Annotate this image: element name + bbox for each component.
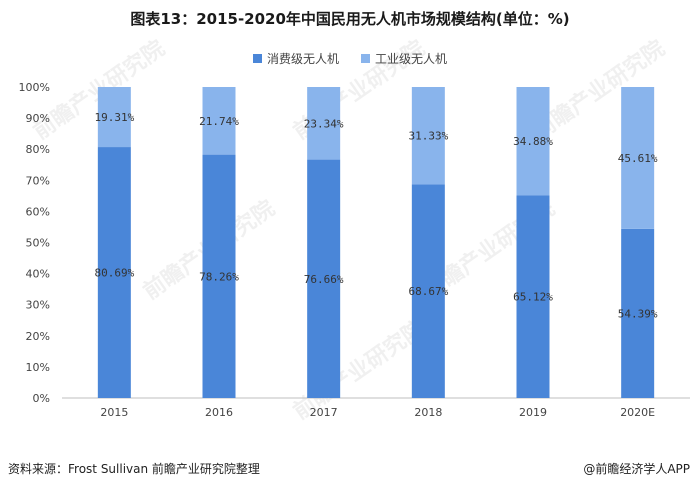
bar-consumer (97, 147, 131, 398)
legend-label-industrial: 工业级无人机 (375, 52, 448, 66)
x-tick-label: 2020E (620, 406, 655, 419)
data-label-consumer: 65.12% (513, 291, 553, 304)
data-label-industrial: 34.88% (513, 135, 553, 148)
y-tick-label: 20% (26, 330, 50, 343)
data-label-consumer: 78.26% (199, 270, 239, 283)
legend-item-consumer: 消费级无人机 (252, 50, 339, 67)
legend-label-consumer: 消费级无人机 (266, 52, 339, 66)
legend-swatch-consumer (252, 54, 262, 63)
legend-swatch-industrial (361, 54, 370, 63)
data-label-consumer: 80.69% (94, 267, 134, 280)
legend-item-industrial: 工业级无人机 (361, 50, 447, 67)
bar-industrial (621, 87, 655, 229)
data-label-consumer: 68.67% (408, 285, 448, 298)
y-tick-label: 50% (26, 237, 50, 250)
y-tick-label: 10% (26, 361, 50, 374)
bar-industrial (202, 87, 236, 155)
legend: 消费级无人机 工业级无人机 (0, 50, 700, 67)
bar-industrial (97, 87, 131, 148)
bar-consumer (411, 184, 445, 398)
y-tick-label: 60% (26, 205, 50, 218)
data-label-industrial: 45.61% (618, 152, 658, 165)
data-label-industrial: 21.74% (199, 115, 239, 128)
bar-consumer (307, 159, 341, 398)
bar-consumer (621, 228, 655, 398)
x-tick-label: 2016 (205, 406, 233, 419)
bar-consumer (202, 154, 236, 398)
bar-industrial (516, 87, 550, 196)
y-tick-label: 0% (33, 392, 50, 405)
y-tick-label: 30% (26, 299, 50, 312)
x-tick-label: 2017 (310, 406, 338, 419)
y-tick-label: 80% (26, 143, 50, 156)
y-tick-label: 40% (26, 268, 50, 281)
y-tick-label: 90% (26, 112, 50, 125)
x-tick-label: 2019 (519, 406, 547, 419)
source-note: 资料来源：Frost Sullivan 前瞻产业研究院整理 (8, 462, 260, 476)
data-label-consumer: 76.66% (304, 273, 344, 286)
bar-consumer (516, 195, 550, 398)
bar-industrial (411, 87, 445, 185)
brand-credit: @前瞻经济学人APP (583, 462, 690, 476)
data-label-industrial: 23.34% (304, 117, 344, 130)
chart-title: 图表13：2015-2020年中国民用无人机市场规模结构(单位：%) (130, 10, 570, 28)
data-label-industrial: 31.33% (408, 130, 448, 143)
x-tick-label: 2018 (414, 406, 442, 419)
data-label-consumer: 54.39% (618, 307, 658, 320)
x-tick-label: 2015 (100, 406, 128, 419)
bar-industrial (307, 87, 341, 160)
data-label-industrial: 19.31% (94, 111, 134, 124)
y-tick-label: 100% (19, 81, 50, 94)
y-tick-label: 70% (26, 174, 50, 187)
